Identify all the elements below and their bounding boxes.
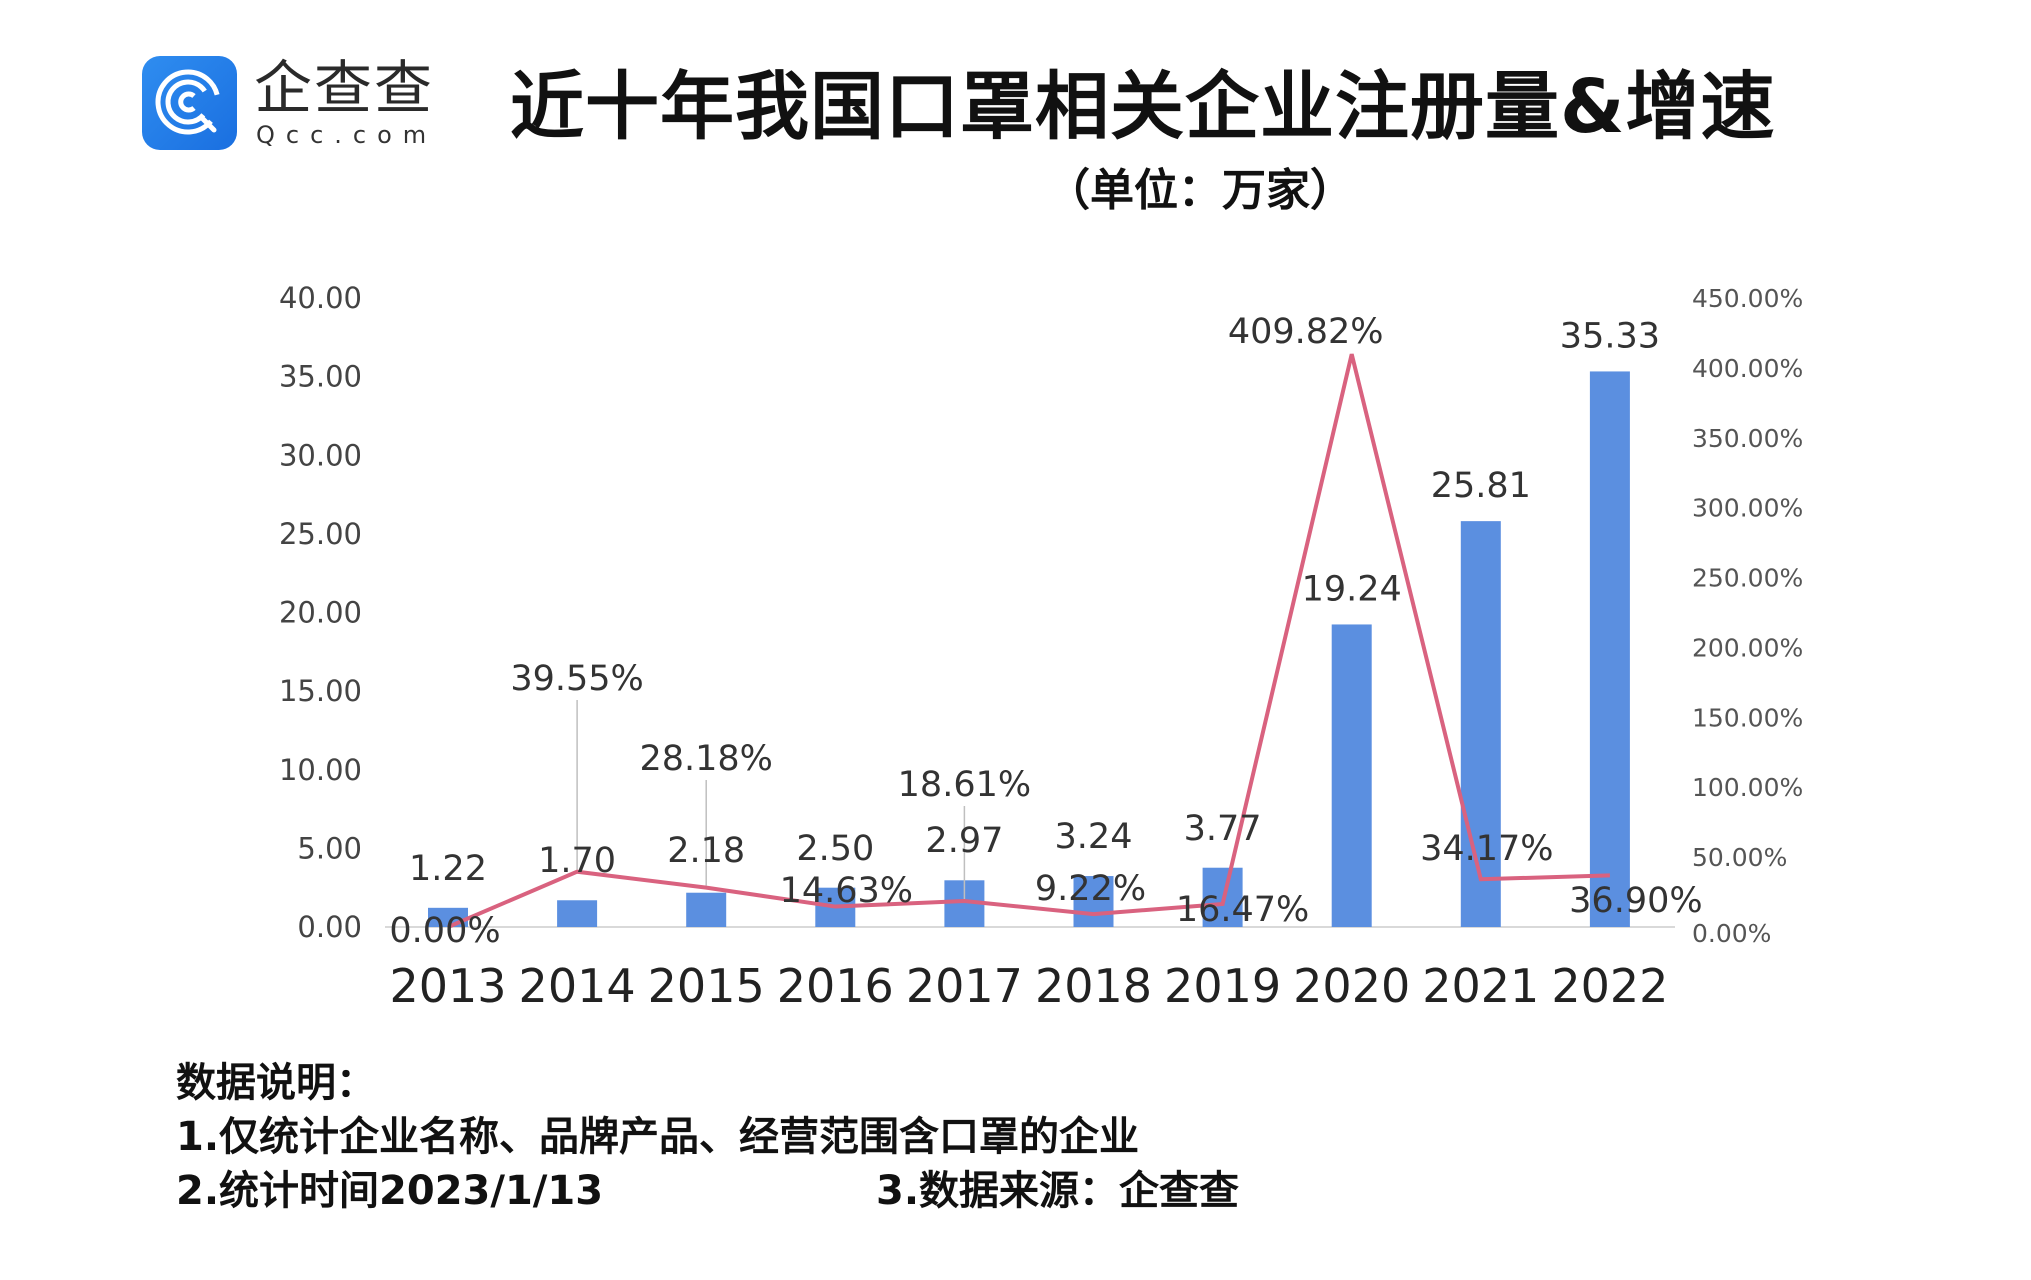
x-axis-tick-label: 2020 <box>1293 959 1410 1013</box>
bar-value-label: 19.24 <box>1302 569 1402 609</box>
bar <box>1331 624 1372 927</box>
bar-value-label: 1.22 <box>409 849 487 889</box>
notes-row-3: 2.统计时间2023/1/13 3.数据来源：企查查 <box>176 1164 1239 1218</box>
notes-heading: 数据说明： <box>176 1060 376 1106</box>
left-axis-tick-label: 5.00 <box>297 831 362 865</box>
brand-logo: 企查查 Qcc.com <box>142 56 462 152</box>
left-axis-tick-label: 20.00 <box>279 596 362 630</box>
left-axis-tick-label: 40.00 <box>279 281 362 315</box>
bar-value-label: 3.24 <box>1055 817 1133 857</box>
growth-value-label: 9.22% <box>1035 869 1146 909</box>
bar <box>1460 521 1501 927</box>
right-axis-tick-label: 400.00% <box>1692 354 1803 383</box>
growth-line <box>447 353 1610 929</box>
bar <box>1589 371 1630 927</box>
bar <box>1073 876 1114 927</box>
growth-value-label: 28.18% <box>639 739 772 779</box>
qcc-logo-icon <box>142 56 237 150</box>
x-axis-tick-label: 2019 <box>1164 959 1281 1013</box>
left-axis-tick-label: 10.00 <box>279 753 362 787</box>
bar-value-label: 1.70 <box>538 841 616 881</box>
growth-value-label: 39.55% <box>510 659 643 699</box>
left-axis-tick-label: 25.00 <box>279 517 362 551</box>
chart-title: 近十年我国口罩相关企业注册量&增速 <box>510 64 1776 150</box>
growth-value-label: 0.00% <box>389 911 500 951</box>
bar-data-labels: 1.22 1.70 2.18 2.50 2.97 3.24 3.77 19.24 25.81 35… <box>409 316 1660 889</box>
x-axis-tick-label: 2015 <box>648 959 765 1013</box>
note-2: 2.统计时间2023/1/13 <box>176 1168 604 1214</box>
growth-value-label: 18.61% <box>898 765 1031 805</box>
x-axis-tick-label: 2014 <box>519 959 636 1013</box>
right-axis-tick-label: 250.00% <box>1692 564 1803 593</box>
note-1: 1.仅统计企业名称、品牌产品、经营范围含口罩的企业 <box>176 1114 1140 1160</box>
note-3: 3.数据来源：企查查 <box>876 1168 1240 1214</box>
bar-value-label: 2.97 <box>925 821 1003 861</box>
left-axis-tick-label: 35.00 <box>279 360 362 394</box>
right-axis-tick-label: 350.00% <box>1692 424 1803 453</box>
right-axis-tick-label: 150.00% <box>1692 703 1803 732</box>
x-axis-tick-label: 2021 <box>1422 959 1539 1013</box>
x-axis-tick-label: 2013 <box>389 959 506 1013</box>
bar <box>557 900 598 927</box>
right-axis-tick-label: 100.00% <box>1692 773 1803 802</box>
line-data-labels: 0.00% 39.55% 28.18% 14.63% 18.61% 9.22% 16.47%… <box>389 312 1702 951</box>
x-axis-tick-label: 2016 <box>777 959 894 1013</box>
growth-value-label: 14.63% <box>780 871 913 911</box>
brand-domain: Qcc.com <box>256 121 438 149</box>
bar-value-label: 2.50 <box>796 829 874 869</box>
chart-subtitle: （单位：万家） <box>1046 165 1354 216</box>
right-axis-tick-label: 50.00% <box>1692 843 1787 872</box>
x-axis-tick-label: 2017 <box>906 959 1023 1013</box>
bar-value-label: 35.33 <box>1560 316 1660 356</box>
growth-value-label: 36.90% <box>1569 881 1702 921</box>
right-axis-tick-label: 450.00% <box>1692 284 1803 313</box>
left-axis-tick-label: 0.00 <box>297 910 362 944</box>
growth-value-label: 34.17% <box>1420 829 1553 869</box>
bar <box>686 892 727 927</box>
left-axis-tick-label: 30.00 <box>279 438 362 472</box>
bar-value-label: 3.77 <box>1184 809 1262 849</box>
brand-name: 企查查 <box>254 54 435 122</box>
data-notes: 数据说明： 1.仅统计企业名称、品牌产品、经营范围含口罩的企业 2.统计时间20… <box>176 1056 1239 1218</box>
x-axis-labels: 2013 2014 2015 2016 2017 2018 2019 2020 2021 2022 <box>389 959 1668 1013</box>
x-axis-tick-label: 2018 <box>1035 959 1152 1013</box>
leader-lines <box>576 700 966 899</box>
combo-chart: 0.00 5.00 10.00 15.00 20.00 25.00 30.00 35.00 40… <box>279 281 1803 1013</box>
bar-value-label: 2.18 <box>667 831 745 871</box>
left-axis-tick-label: 15.00 <box>279 674 362 708</box>
growth-value-label: 409.82% <box>1228 312 1384 352</box>
right-axis-tick-label: 200.00% <box>1692 633 1803 662</box>
growth-value-label: 16.47% <box>1176 890 1309 930</box>
right-axis: 0.00% 50.00% 100.00% 150.00% 200.00% 250.00% 3… <box>1692 284 1803 948</box>
left-axis: 0.00 5.00 10.00 15.00 20.00 25.00 30.00 35.00 40… <box>279 281 362 944</box>
right-axis-tick-label: 300.00% <box>1692 494 1803 523</box>
x-axis-tick-label: 2022 <box>1551 959 1668 1013</box>
bar-value-label: 25.81 <box>1431 466 1531 506</box>
right-axis-tick-label: 0.00% <box>1692 919 1771 948</box>
line-series <box>447 353 1610 929</box>
